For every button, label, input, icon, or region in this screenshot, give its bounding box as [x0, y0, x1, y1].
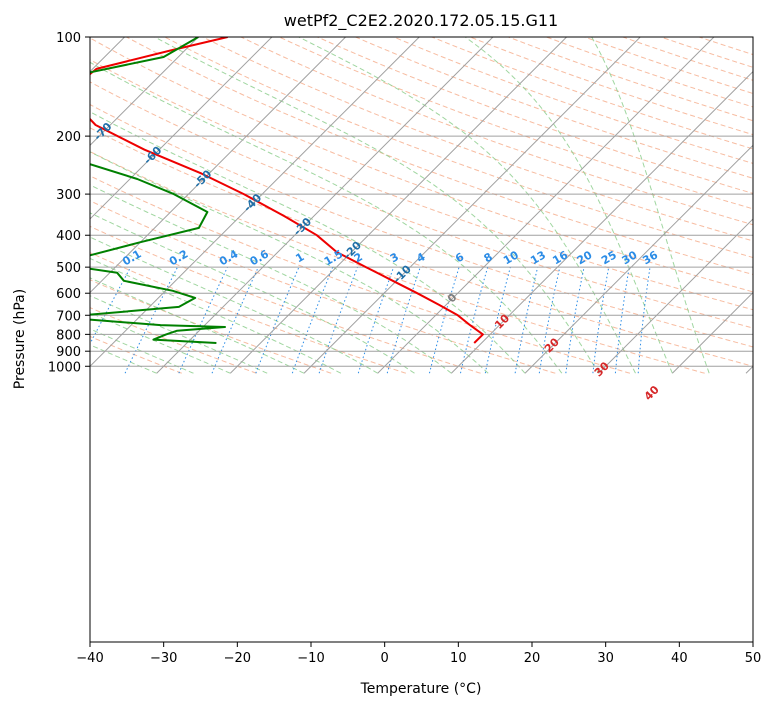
- dry-adiabat-line: [201, 37, 753, 242]
- mixing-ratio-line: [211, 266, 259, 374]
- mixing-ratio-line: [565, 266, 585, 374]
- moist-adiabat-line: [90, 111, 526, 374]
- isotherm-line: [90, 37, 347, 294]
- x-tick-label: −20: [224, 651, 251, 666]
- dry-adiabat-line: [90, 225, 481, 374]
- y-tick-label: 600: [56, 287, 81, 302]
- isotherm-line: [524, 144, 753, 374]
- x-tick-label: 50: [745, 651, 762, 666]
- dry-adiabat-line: [239, 37, 753, 226]
- dry-adiabat-line: [163, 37, 753, 259]
- dry-adiabat-line: [278, 37, 753, 210]
- x-axis: −40 −30 −20 −10 0 10 20 30 40 50: [76, 642, 761, 666]
- moist-adiabat-line: [90, 151, 489, 374]
- dewpoint-profile-line: [90, 37, 226, 344]
- y-tick-label: 700: [56, 309, 81, 324]
- x-axis-title: Temperature (°C): [360, 681, 482, 697]
- dry-adiabat-line: [90, 279, 332, 374]
- y-tick-label: 200: [56, 130, 81, 145]
- y-tick-label: 100: [56, 31, 81, 46]
- x-tick-label: 0: [381, 651, 389, 666]
- moist-adiabat-line: [464, 37, 673, 374]
- isotherm-line: [377, 37, 715, 374]
- mixing-ratio-line: [386, 266, 421, 374]
- isotherm-line: [90, 37, 273, 220]
- x-tick-label: −10: [297, 651, 324, 666]
- x-tick-label: 40: [671, 651, 688, 666]
- dry-adiabat-line: [90, 200, 556, 374]
- isotherm-line: [156, 37, 494, 374]
- mixing-ratio-line: [460, 266, 489, 374]
- x-tick-label: 30: [597, 651, 614, 666]
- mixing-ratio-line: [90, 266, 132, 345]
- dry-adiabat-line: [90, 81, 753, 329]
- moist-adiabat-line: [90, 236, 378, 374]
- isotherm-line: [598, 218, 753, 374]
- moist-adiabat-line: [591, 37, 710, 374]
- isotherm-line: [672, 291, 753, 374]
- temperature-profile-line: [90, 37, 484, 344]
- mixing-ratio-line: [637, 267, 651, 374]
- moist-adiabat-line: [90, 61, 563, 374]
- mixing-ratio-line: [614, 267, 630, 374]
- mixing-ratio-line: [124, 266, 178, 374]
- plot-frame: [89, 36, 754, 643]
- moist-adiabat-line: [90, 312, 231, 374]
- y-tick-label: 1000: [48, 360, 81, 375]
- mixing-ratio-lines: [90, 266, 651, 374]
- mixing-ratio-line: [538, 266, 561, 374]
- dry-adiabat-line: [354, 37, 753, 179]
- y-tick-label: 900: [56, 345, 81, 360]
- moist-adiabat-line: [90, 344, 157, 374]
- moist-adiabat-line: [153, 37, 600, 374]
- dry-adiabat-line: [90, 150, 705, 374]
- isotherm-line: [90, 37, 420, 367]
- mixing-ratio-line: [592, 266, 610, 374]
- mixing-ratio-line: [428, 266, 460, 374]
- dry-adiabat-line: [90, 104, 753, 348]
- isotherm-line: [303, 37, 641, 374]
- dry-adiabat-line: [90, 37, 753, 293]
- isotherm-line: [451, 70, 753, 374]
- moist-adiabat-line: [90, 295, 268, 374]
- dry-adiabat-line: [90, 307, 257, 374]
- x-tick-label: −40: [76, 651, 103, 666]
- isotherms: [90, 37, 753, 374]
- mixing-ratio-line: [255, 266, 300, 374]
- y-tick-label: 400: [56, 229, 81, 244]
- y-axis-title: Pressure (hPa): [12, 289, 28, 389]
- isotherm-line: [90, 37, 199, 146]
- dry-adiabat-line: [316, 37, 753, 194]
- y-tick-label: 300: [56, 188, 81, 203]
- dry-adiabat-line: [90, 335, 182, 374]
- x-tick-label: 20: [524, 651, 541, 666]
- plot-area: -100-90-80-70-60-50-40-30-20-10010203040…: [90, 37, 753, 403]
- mixing-ratio-line: [514, 266, 539, 374]
- x-tick-label: 10: [450, 651, 467, 666]
- dry-adiabat-line: [90, 127, 753, 367]
- moist-adiabat-line: [90, 212, 415, 374]
- chart-title: wetPf2_C2E2.2020.172.05.15.G11: [284, 11, 558, 31]
- y-tick-label: 500: [56, 261, 81, 276]
- isotherm-line: [230, 37, 568, 374]
- mixing-ratio-labels: 0.1 0.2 0.4 0.6 1 1.5 2 3 4 6 8 10 13 16 20 25 30 36: [120, 247, 660, 268]
- x-tick-label: −30: [150, 651, 177, 666]
- y-tick-label: 800: [56, 328, 81, 343]
- dry-adiabat-line: [125, 37, 753, 275]
- sounding-series: [90, 37, 484, 344]
- dry-adiabat-line: [90, 59, 753, 311]
- moist-adiabat-line: [90, 257, 342, 374]
- moist-adiabat-line: [90, 328, 194, 374]
- pressure-gridlines: [90, 37, 753, 367]
